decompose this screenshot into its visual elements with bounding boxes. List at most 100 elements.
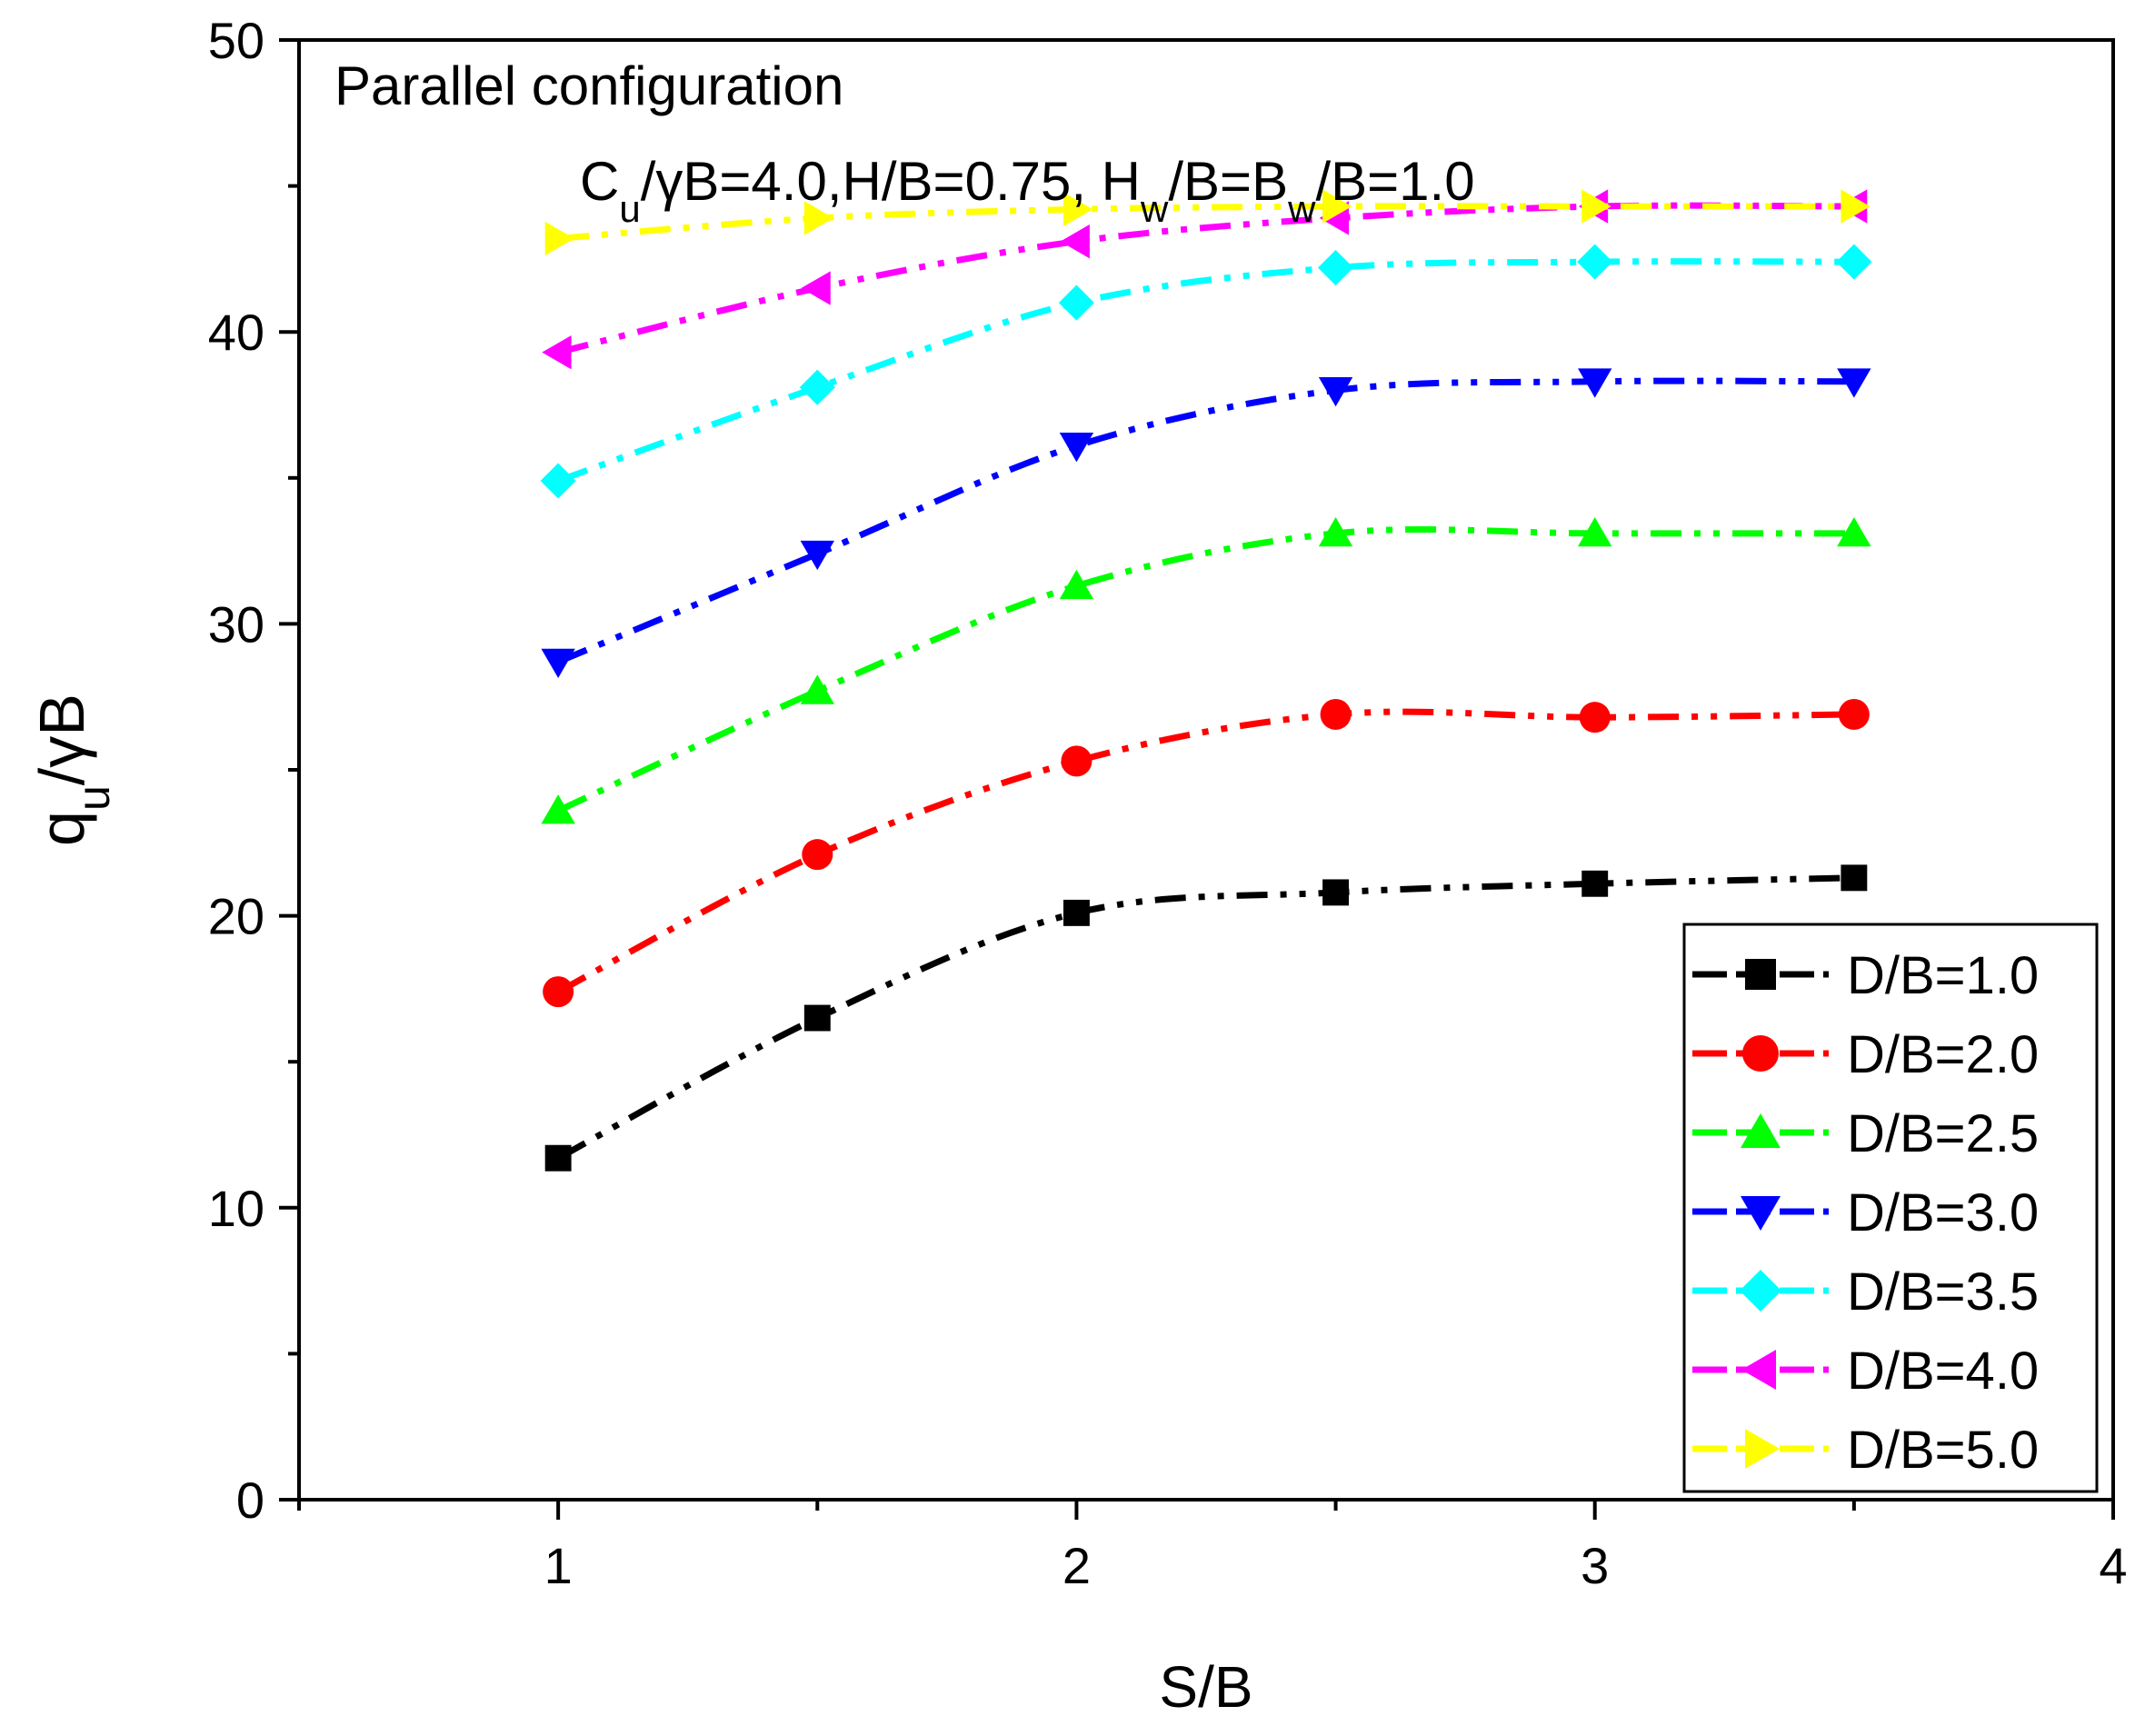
series-line bbox=[556, 526, 1854, 814]
series-line bbox=[556, 708, 1854, 995]
data-point bbox=[540, 463, 576, 499]
y-axis-label: qu/γB bbox=[26, 693, 119, 846]
y-tick-label: 50 bbox=[208, 12, 264, 69]
chart-title: Parallel configuration bbox=[334, 55, 843, 116]
data-point bbox=[1318, 376, 1353, 407]
data-point bbox=[1836, 244, 1872, 280]
legend-label: D/B=1.0 bbox=[1847, 946, 2039, 1005]
legend-item: D/B=2.5 bbox=[1692, 1104, 2039, 1163]
data-point bbox=[1063, 192, 1093, 226]
x-tick-label: 3 bbox=[1581, 1537, 1609, 1594]
data-point bbox=[1578, 516, 1612, 547]
series-layer bbox=[540, 189, 1872, 1172]
series-line bbox=[557, 203, 1854, 242]
data-point bbox=[1837, 516, 1871, 547]
data-point bbox=[1579, 702, 1611, 733]
data-point bbox=[1063, 899, 1090, 926]
y-tick-label: 0 bbox=[236, 1472, 264, 1529]
data-point bbox=[1577, 244, 1613, 280]
legend-marker bbox=[1740, 1270, 1781, 1312]
series-d-b-3-5 bbox=[540, 244, 1872, 499]
data-point bbox=[1841, 189, 1871, 224]
data-point bbox=[1058, 284, 1094, 321]
data-point bbox=[1320, 698, 1352, 730]
data-point bbox=[800, 540, 834, 571]
data-point bbox=[543, 976, 574, 1008]
legend-marker bbox=[1741, 1196, 1781, 1231]
legend-item: D/B=3.0 bbox=[1692, 1183, 2039, 1242]
legend-label: D/B=4.0 bbox=[1847, 1342, 2039, 1401]
data-point bbox=[1841, 864, 1868, 892]
text-part: u bbox=[68, 785, 119, 811]
series-d-b-2-5 bbox=[541, 516, 1871, 824]
text-part: C bbox=[580, 151, 619, 212]
legend-label: D/B=2.0 bbox=[1847, 1025, 2039, 1084]
y-tick-label: 40 bbox=[208, 304, 264, 361]
chart-subtitle: Cu/γB=4.0,H/B=0.75, Hw/B=Bw/B=1.0 bbox=[580, 151, 1475, 230]
data-point bbox=[1581, 870, 1609, 897]
data-point bbox=[1061, 745, 1092, 777]
data-point bbox=[1060, 224, 1090, 259]
text-part: /γB bbox=[26, 693, 97, 785]
text-part: u bbox=[619, 187, 640, 230]
legend-marker bbox=[1742, 1035, 1779, 1072]
data-point bbox=[1578, 368, 1612, 398]
legend-item: D/B=1.0 bbox=[1692, 946, 2039, 1005]
series-line bbox=[556, 377, 1854, 665]
legend-label: D/B=3.0 bbox=[1847, 1183, 2039, 1242]
legend-label: D/B=5.0 bbox=[1847, 1421, 2039, 1480]
legend-item: D/B=5.0 bbox=[1692, 1421, 2039, 1480]
data-point bbox=[1322, 879, 1350, 906]
series-d-b-5-0 bbox=[544, 189, 1871, 256]
data-point bbox=[1059, 433, 1094, 463]
y-tick-label: 10 bbox=[208, 1180, 264, 1237]
series-d-b-2-0 bbox=[543, 698, 1870, 1008]
legend-label: D/B=2.5 bbox=[1847, 1104, 2039, 1163]
text-part: /B=B bbox=[1168, 151, 1288, 212]
axis-layer: 0 10 20 30 40 50 1 2 3 4 bbox=[208, 12, 2128, 1594]
y-tick-label: 20 bbox=[208, 888, 264, 945]
data-point bbox=[541, 648, 575, 679]
data-point bbox=[542, 334, 572, 370]
legend-marker bbox=[1741, 1350, 1776, 1390]
legend-item: D/B=3.5 bbox=[1692, 1262, 2039, 1322]
legend-label: D/B=3.5 bbox=[1847, 1262, 2039, 1322]
text-part: w bbox=[1140, 187, 1169, 230]
data-point bbox=[1318, 516, 1353, 547]
legend: D/B=1.0 D/B=2.0 D/B=2.5 D/B=3.0 D/B=3.5 D/B=4… bbox=[1682, 923, 2099, 1493]
data-point bbox=[544, 1144, 572, 1172]
text-part: w bbox=[1287, 187, 1316, 230]
data-point bbox=[1322, 189, 1352, 224]
x-axis-label: S/B bbox=[1159, 1654, 1252, 1720]
legend-item: D/B=4.0 bbox=[1692, 1342, 2039, 1401]
data-point bbox=[1059, 569, 1094, 600]
series-line bbox=[556, 258, 1854, 484]
data-point bbox=[803, 1004, 831, 1032]
data-point bbox=[800, 674, 834, 704]
data-point bbox=[799, 369, 835, 405]
text-part: /γB=4.0,H/B=0.75, H bbox=[641, 151, 1141, 212]
data-point bbox=[541, 794, 575, 824]
text-part: /B=1.0 bbox=[1315, 151, 1474, 212]
series-line bbox=[556, 874, 1854, 1162]
data-point bbox=[544, 221, 574, 256]
data-point bbox=[1318, 249, 1354, 286]
data-point bbox=[801, 271, 831, 305]
series-d-b-1-0 bbox=[544, 864, 1868, 1172]
x-tick-label: 2 bbox=[1063, 1537, 1091, 1594]
x-tick-label: 1 bbox=[544, 1537, 573, 1594]
legend-item: D/B=2.0 bbox=[1692, 1025, 2039, 1084]
legend-marker bbox=[1745, 959, 1776, 990]
series-d-b-3-0 bbox=[541, 368, 1871, 679]
text-part: q bbox=[26, 811, 97, 846]
legend-marker bbox=[1745, 1429, 1780, 1469]
x-tick-label: 4 bbox=[2099, 1537, 2127, 1594]
legend-marker bbox=[1741, 1113, 1781, 1148]
data-point bbox=[1581, 189, 1611, 224]
data-point bbox=[803, 201, 834, 235]
data-point bbox=[1837, 368, 1871, 398]
data-point bbox=[1838, 698, 1870, 730]
y-tick-label: 30 bbox=[208, 595, 264, 653]
data-point bbox=[802, 839, 833, 871]
